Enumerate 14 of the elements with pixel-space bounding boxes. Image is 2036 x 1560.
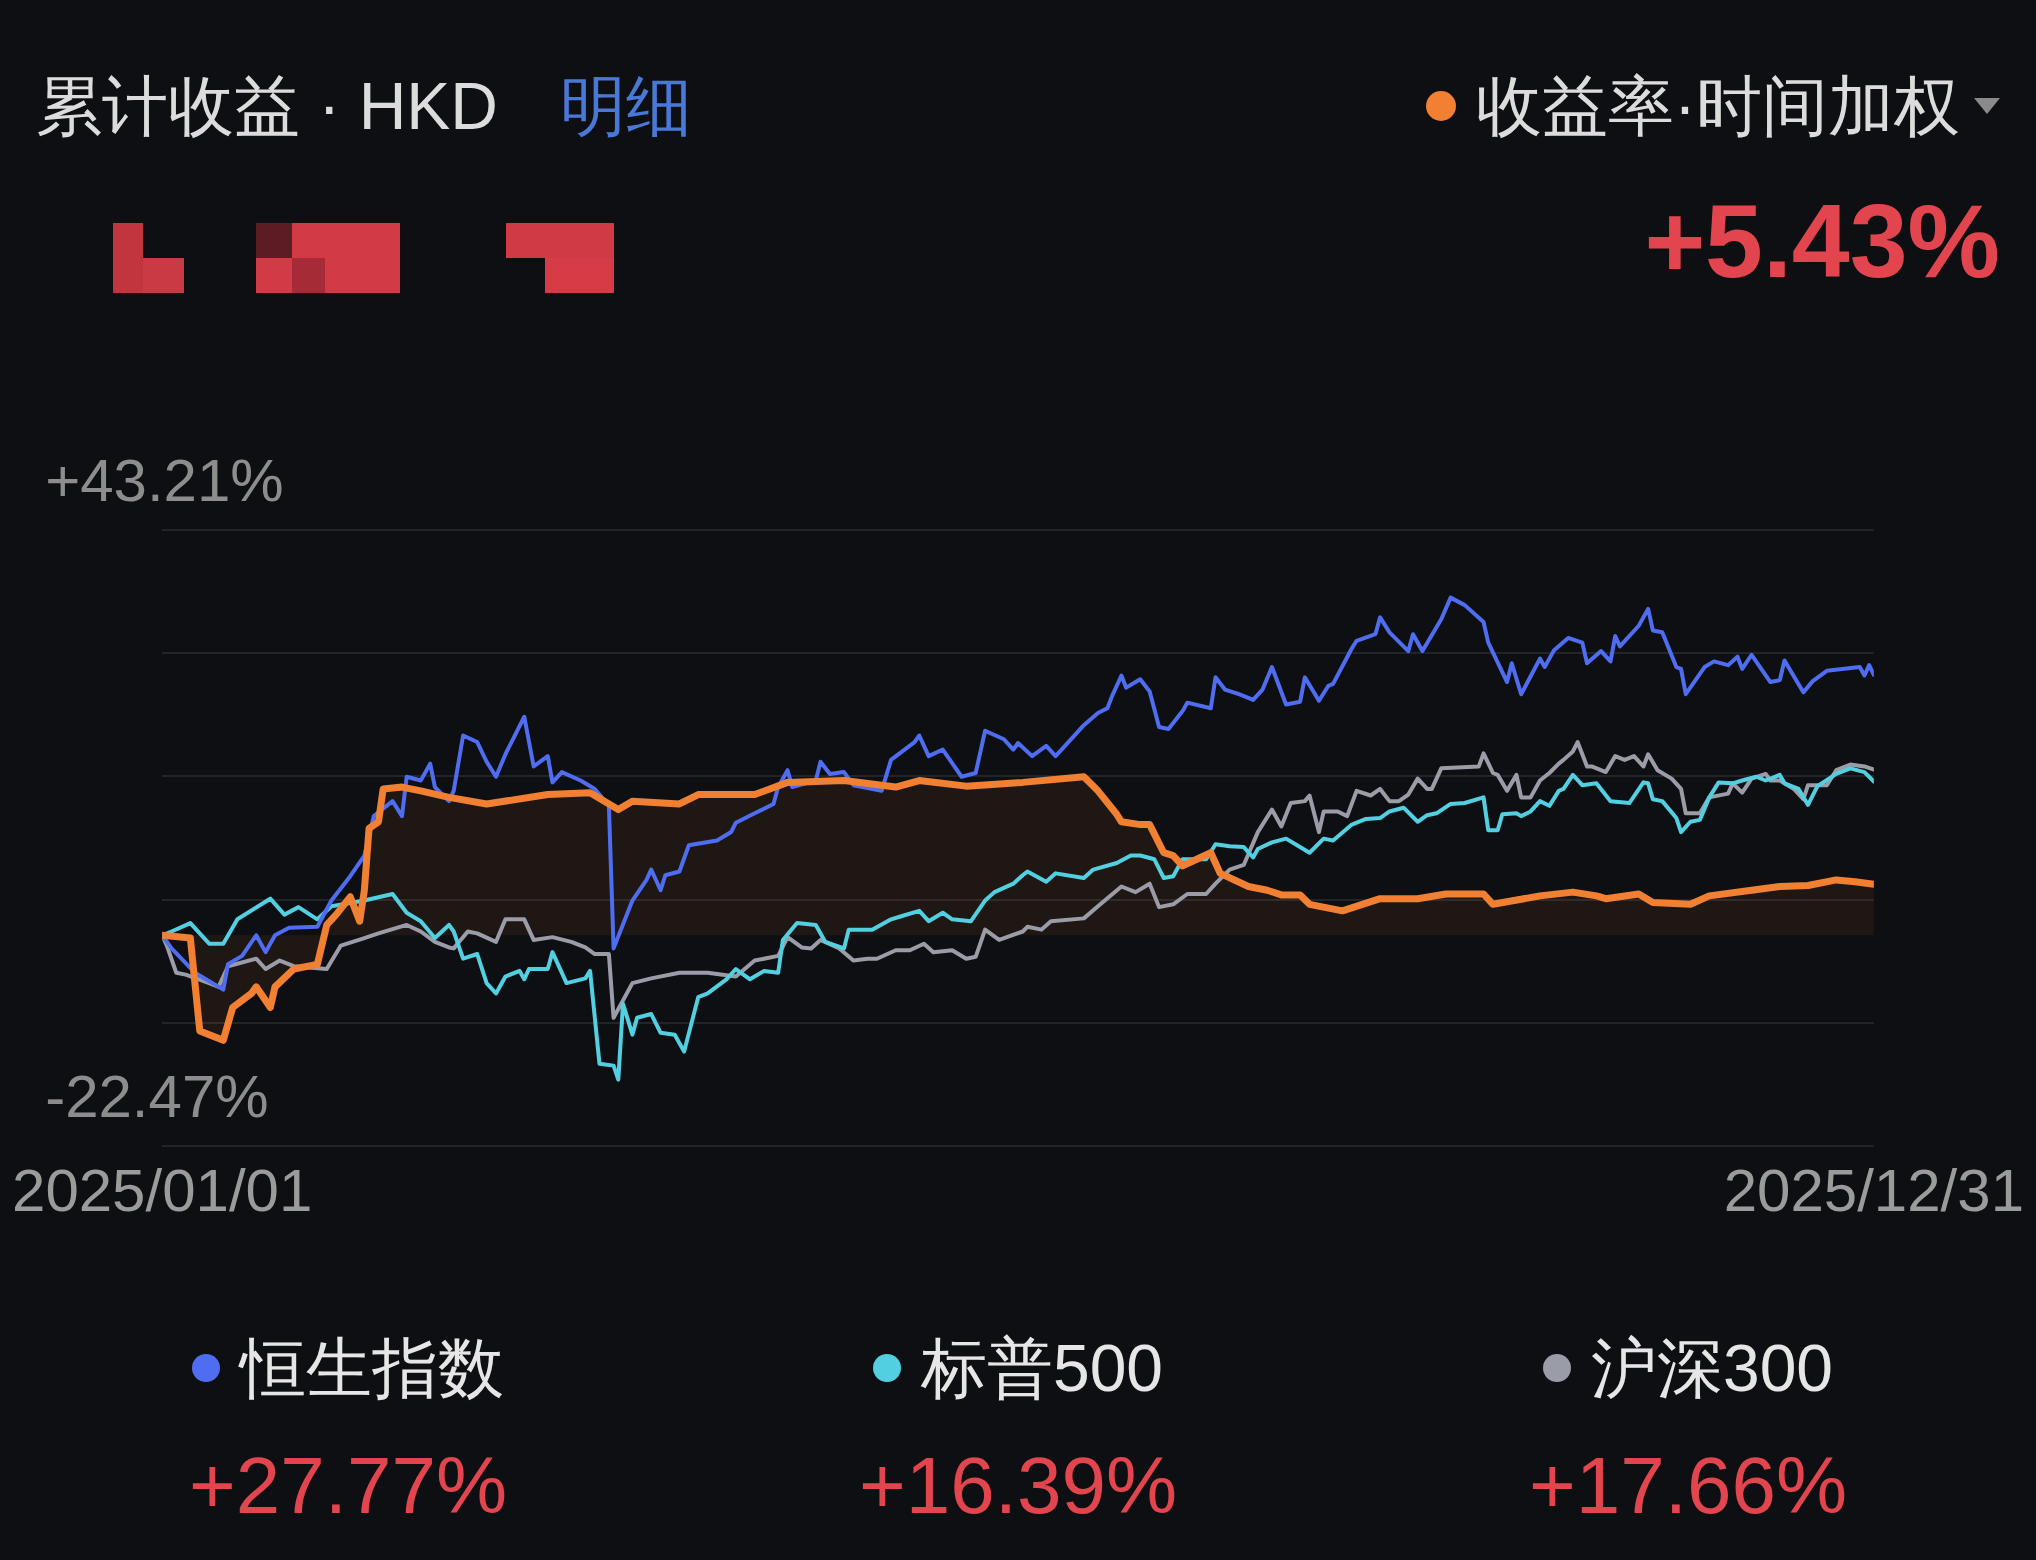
text: +16.39% [858, 1441, 1178, 1530]
text: +27.77% [188, 1441, 508, 1530]
text: +17.66% [1528, 1441, 1848, 1530]
legend-label: 标普500 [920, 1331, 1164, 1405]
legend-label: 沪深300 [1590, 1331, 1834, 1405]
y-tick-label: -22.47% [45, 1062, 269, 1130]
legend-label: 收益率·时间加权 [1476, 69, 1960, 143]
x-tick-label: 2025/12/31 [1723, 1156, 2024, 1224]
legend-label: 恒生指数 [240, 1331, 504, 1405]
text: 明细 [560, 69, 692, 143]
y-tick-label: +43.21% [45, 446, 284, 514]
chart-title: 累计收益 · HKD [36, 69, 498, 143]
x-tick-label: 2025/01/01 [12, 1156, 313, 1224]
text: +5.43% [1644, 183, 2000, 299]
